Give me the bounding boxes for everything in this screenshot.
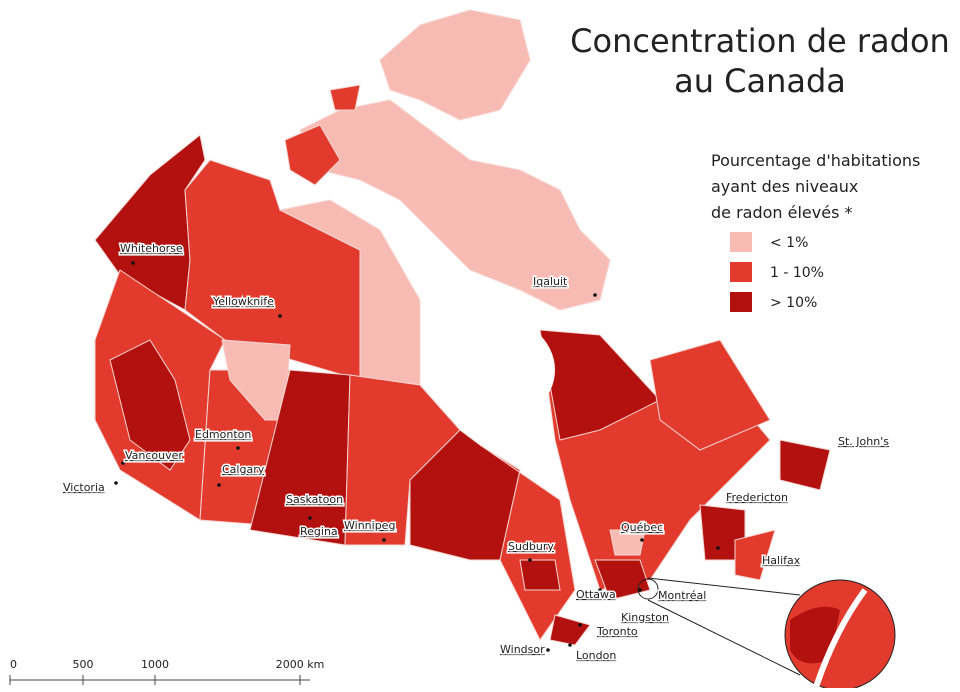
legend-swatch	[730, 292, 752, 312]
legend: Pourcentage d'habitations ayant des nivea…	[711, 151, 920, 312]
hudson-bay	[425, 315, 555, 425]
city-label: Winnipeg	[344, 519, 395, 532]
inset	[637, 577, 896, 691]
city-label: Edmonton	[195, 428, 251, 441]
territories	[94, 9, 831, 646]
inset-dark	[790, 606, 840, 664]
city-label: Fredericton	[726, 491, 788, 504]
city-label: Halifax	[762, 554, 801, 567]
city-dot	[131, 261, 135, 265]
alberta-low	[221, 339, 291, 421]
city-dot	[236, 446, 240, 450]
inset-river	[812, 588, 868, 691]
scale-label: 2000 km	[276, 658, 325, 671]
ellesmere	[379, 9, 531, 121]
nova-scotia	[734, 529, 776, 581]
legend-label: 1 - 10%	[770, 265, 824, 281]
arctic-islands	[299, 99, 611, 311]
title: au Canada	[674, 62, 846, 100]
city-label: Calgary	[222, 463, 265, 476]
city-label: London	[576, 649, 616, 662]
city-dot	[121, 461, 125, 465]
city-label: Toronto	[596, 625, 638, 638]
city-dot	[640, 538, 644, 542]
quebec-north	[539, 329, 661, 441]
city-dot	[382, 538, 386, 542]
city-label: Victoria	[63, 481, 105, 494]
city-dot	[546, 648, 550, 652]
city-dot	[716, 546, 720, 550]
nunavut	[278, 199, 421, 386]
inset-origin	[637, 578, 659, 600]
city-dot	[278, 314, 282, 318]
newfoundland	[779, 439, 831, 491]
inset-connector	[647, 599, 801, 676]
banks-island	[284, 124, 341, 186]
city-label: Whitehorse	[120, 242, 183, 255]
city-label: Québec	[621, 521, 663, 534]
city-label: St. John's	[838, 435, 889, 448]
city-dot	[598, 588, 602, 592]
scale-bar: 0 500 1000 2000 km	[9, 658, 325, 685]
scale-label: 0	[10, 658, 17, 671]
scale-label: 1000	[141, 658, 169, 671]
city-label: Montréal	[658, 589, 706, 602]
city-dot	[528, 558, 532, 562]
inset-connector	[647, 577, 801, 596]
city-label: Iqaluit	[533, 275, 568, 288]
city-dot	[114, 481, 118, 485]
cities: Whitehorse Yellowknife Iqaluit Edmonton Vanc…	[62, 241, 891, 664]
scale-label: 500	[73, 658, 94, 671]
legend-title: Pourcentage d'habitations	[711, 151, 920, 170]
small-island	[329, 84, 361, 111]
city-label: Sudbury	[508, 540, 554, 553]
quebec-city-area	[609, 529, 646, 556]
legend-label: < 1%	[770, 235, 808, 251]
city-label: Ottawa	[576, 588, 616, 601]
city-dot	[217, 483, 221, 487]
labrador	[649, 339, 771, 451]
city-label: Kingston	[621, 611, 669, 624]
city-dot	[306, 495, 310, 499]
city-dot	[638, 588, 642, 592]
legend-label: > 10%	[770, 295, 817, 311]
legend-swatch	[730, 262, 752, 282]
city-label: Saskatoon	[286, 493, 343, 506]
city-dot	[578, 623, 582, 627]
title: Concentration de radon	[570, 22, 950, 60]
legend-swatch	[730, 232, 752, 252]
bc-high	[109, 339, 191, 471]
city-label: Regina	[300, 525, 338, 538]
city-dot	[568, 643, 572, 647]
city-label: Windsor	[500, 643, 545, 656]
sudbury-area	[519, 559, 561, 591]
quebec-south	[594, 559, 651, 601]
ontario-east	[479, 444, 576, 641]
legend-title: de radon élevés *	[711, 203, 853, 222]
southwest-ontario	[549, 614, 591, 646]
city-label: Yellowknife	[212, 295, 274, 308]
city-dot	[308, 516, 312, 520]
legend-title: ayant des niveaux	[711, 177, 858, 196]
city-dot	[593, 293, 597, 297]
city-label: Vancouver	[125, 449, 183, 462]
